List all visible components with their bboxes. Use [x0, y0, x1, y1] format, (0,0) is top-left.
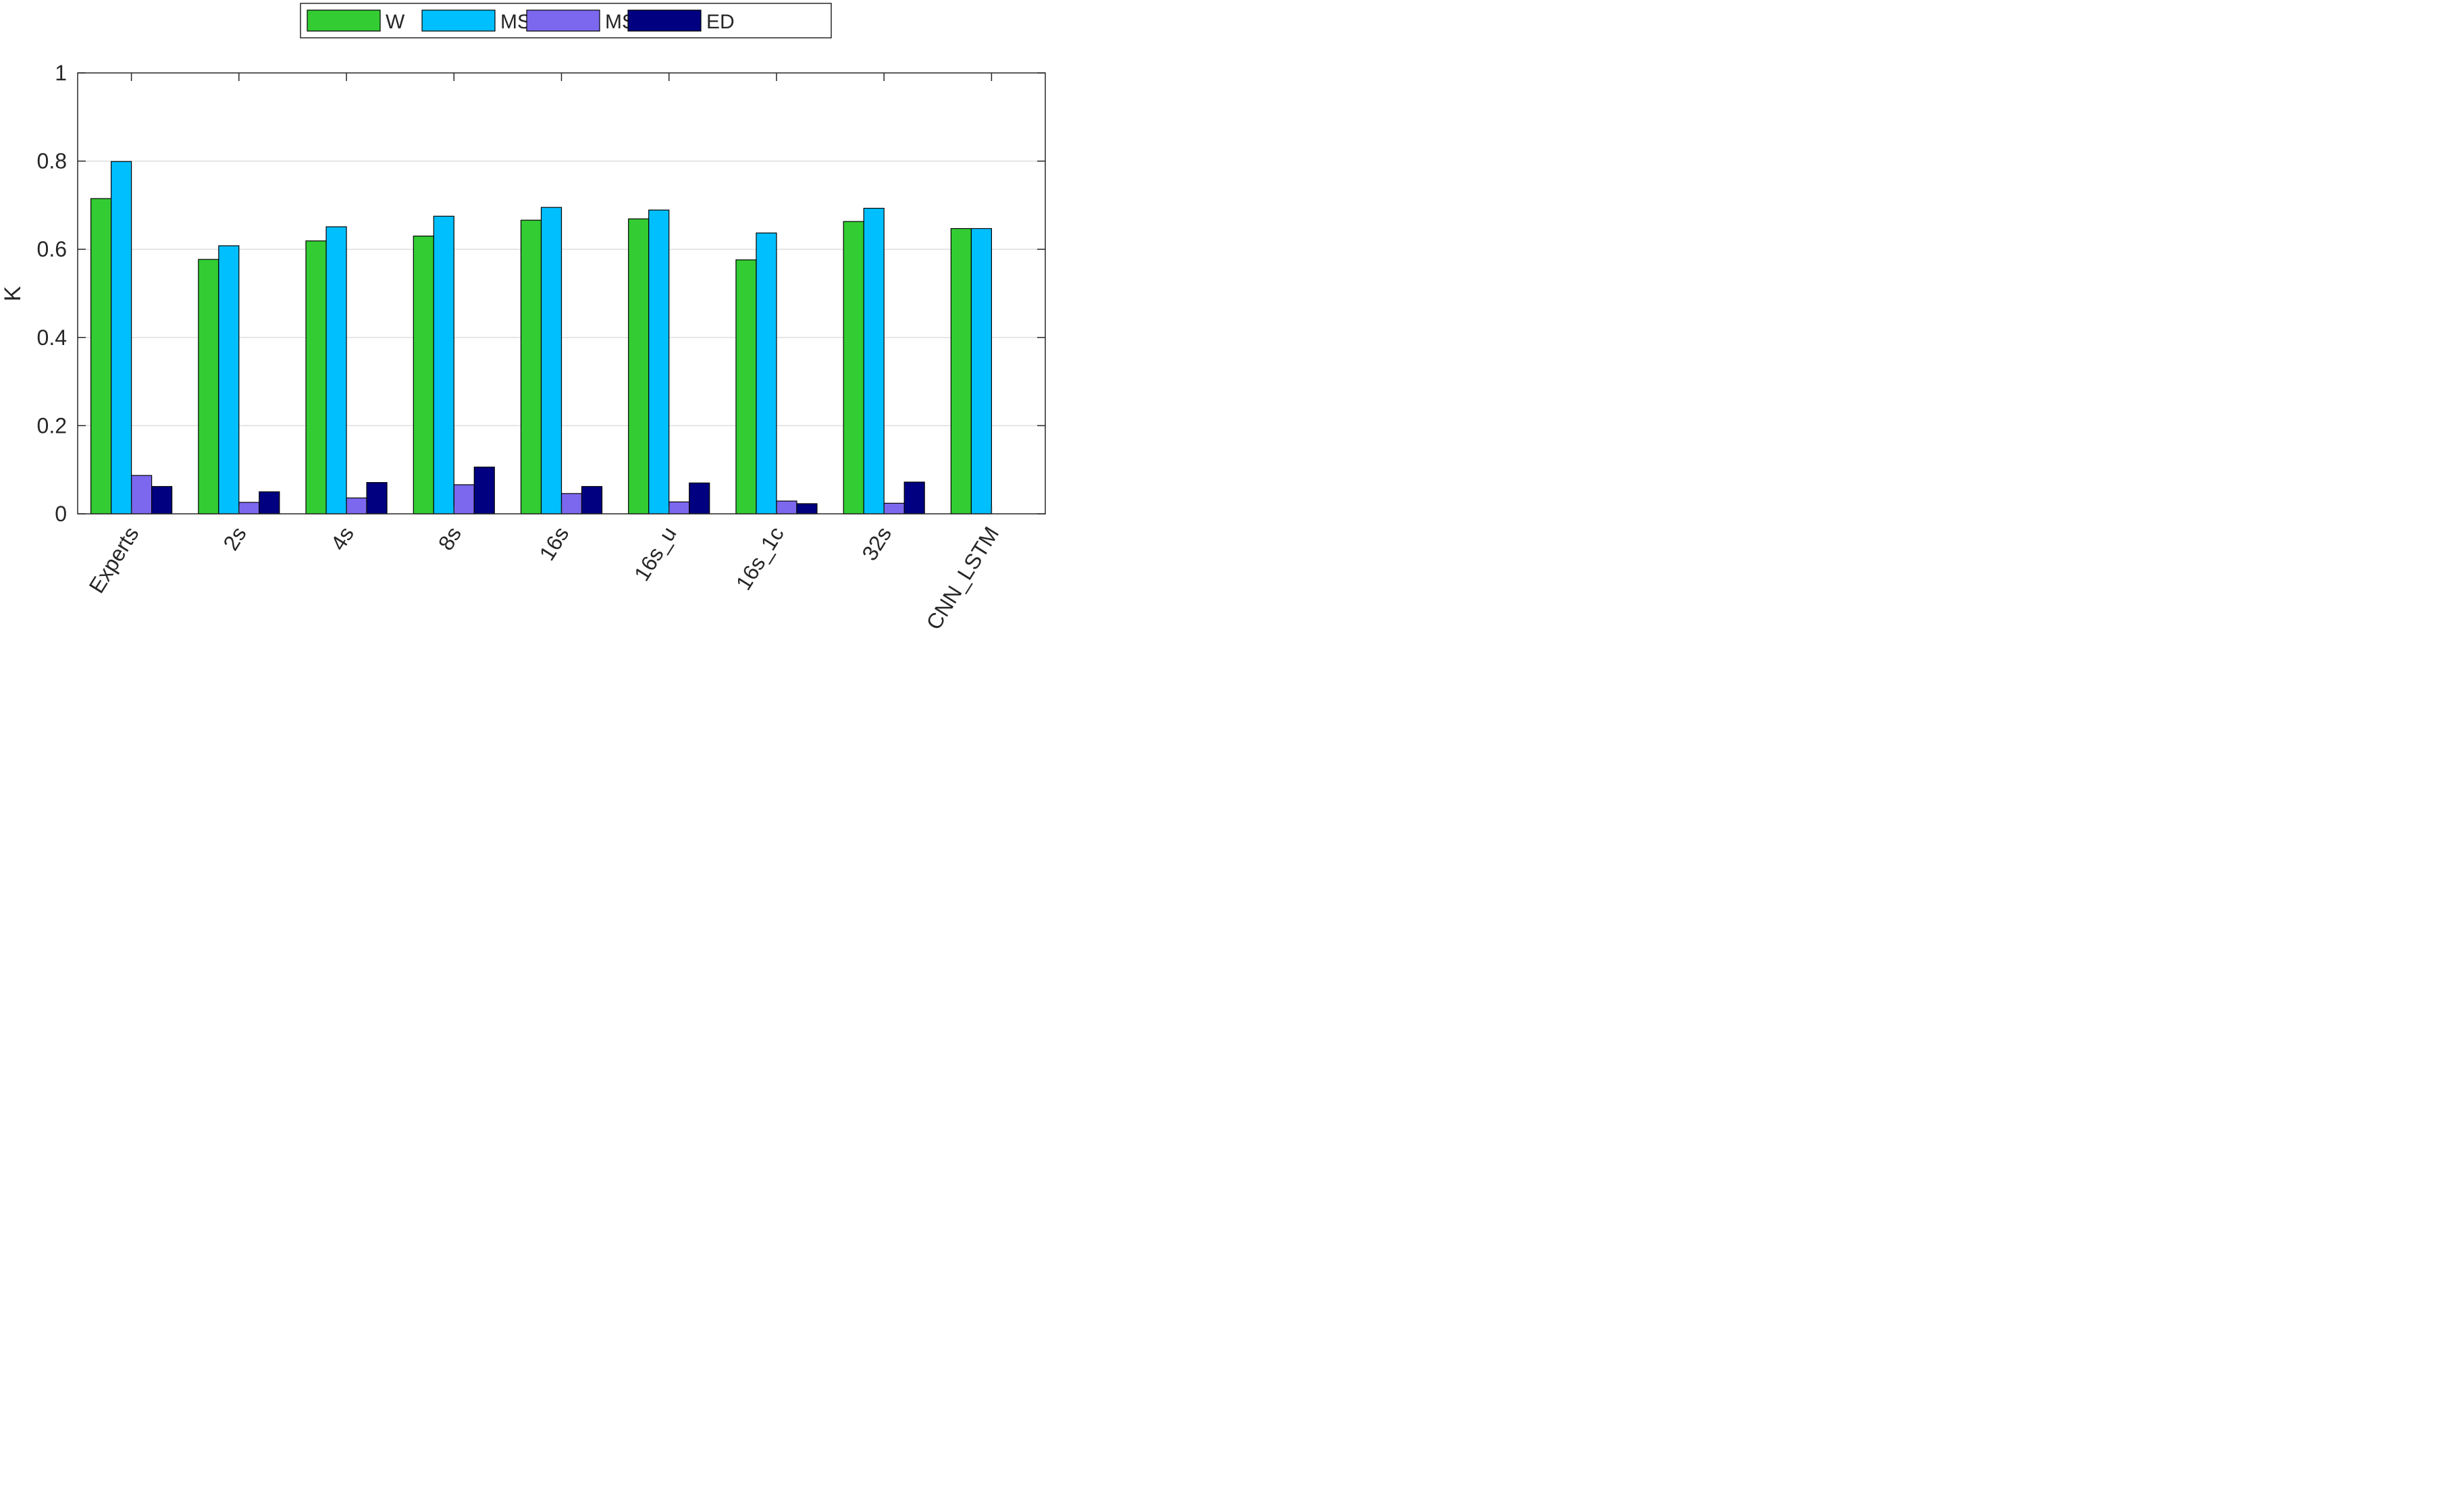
x-tick-label: 32s: [857, 523, 896, 565]
y-tick-label: 0.8: [37, 149, 67, 174]
bar-mse-16s-u: [648, 209, 670, 514]
bar-msec-8s: [453, 484, 475, 514]
legend-swatch-ed: [627, 9, 702, 32]
bar-msec-16s-1c: [776, 500, 797, 514]
legend: WMSEMSEcED: [300, 3, 832, 38]
x-tick-labels: Experts 2s 4s 8s 16s 16s_u 16s_1c 32s CNN_LSTM: [84, 523, 1004, 634]
bar-ed-32s: [903, 481, 925, 514]
bar-mse-16s-1c: [756, 232, 777, 514]
bar-ed-2s: [259, 491, 280, 514]
bar-msec-32s: [883, 502, 905, 514]
bar-msec-2s: [238, 502, 260, 514]
bar-w-cnn-lstm: [950, 228, 972, 514]
bar-msec-16s: [560, 493, 583, 514]
bars: [90, 161, 992, 514]
x-tick-label: 16s_1c: [731, 523, 789, 595]
y-tick-label: 0.2: [37, 413, 67, 438]
x-tick-label: 4s: [326, 523, 359, 555]
y-tick-labels: 0 0.2 0.4 0.6 0.8 1: [37, 61, 67, 526]
legend-swatch-msec: [526, 9, 600, 32]
x-tick-label: 8s: [434, 523, 466, 555]
x-tick-label: 16s_u: [629, 523, 681, 585]
bar-mse-16s: [540, 207, 562, 514]
bar-chart: 0 0.2 0.4 0.6 0.8 1 Experts 2s 4s 8s 16s 16s_u 16s_…: [0, 3, 1046, 634]
bar-msec-4s: [346, 497, 367, 514]
x-tick-label: CNN_LSTM: [921, 523, 1003, 634]
bar-w-8s: [413, 236, 434, 514]
x-tick-label: Experts: [84, 523, 144, 598]
y-tick-label: 1: [55, 61, 67, 85]
bar-ed-16s-u: [689, 482, 710, 514]
bar-mse-2s: [218, 245, 240, 514]
bar-w-16s-1c: [735, 259, 757, 514]
x-tick-label: 2s: [218, 523, 251, 555]
bar-ed-16s-1c: [796, 503, 818, 514]
y-tick-label: 0.4: [37, 325, 67, 350]
legend-label-ed: ED: [706, 11, 735, 33]
bar-w-16s-u: [628, 218, 650, 514]
bar-mse-32s: [863, 207, 885, 514]
bar-mse-8s: [433, 215, 454, 514]
legend-label-w: W: [386, 11, 405, 33]
bar-w-experts: [90, 198, 112, 514]
y-tick-label: 0: [55, 502, 67, 526]
bar-mse-4s: [325, 226, 347, 514]
bar-w-16s: [520, 219, 542, 514]
bar-w-4s: [305, 240, 327, 514]
bar-msec-experts: [131, 475, 153, 514]
bar-ed-4s: [366, 482, 388, 514]
legend-swatch-w: [307, 9, 381, 32]
bar-w-2s: [198, 259, 219, 514]
bar-msec-16s-u: [669, 501, 690, 514]
bar-ed-experts: [151, 485, 173, 514]
y-tick-label: 0.6: [37, 237, 67, 261]
legend-swatch-mse: [421, 9, 496, 32]
bar-ed-16s: [581, 485, 603, 514]
bar-w-32s: [843, 221, 864, 514]
x-tick-label: 16s: [535, 523, 574, 565]
axis-ticks: [78, 72, 1045, 514]
bar-mse-experts: [111, 161, 132, 514]
bar-ed-8s: [473, 467, 495, 514]
y-axis-label: K: [0, 286, 26, 301]
bar-mse-cnn-lstm: [970, 228, 992, 514]
